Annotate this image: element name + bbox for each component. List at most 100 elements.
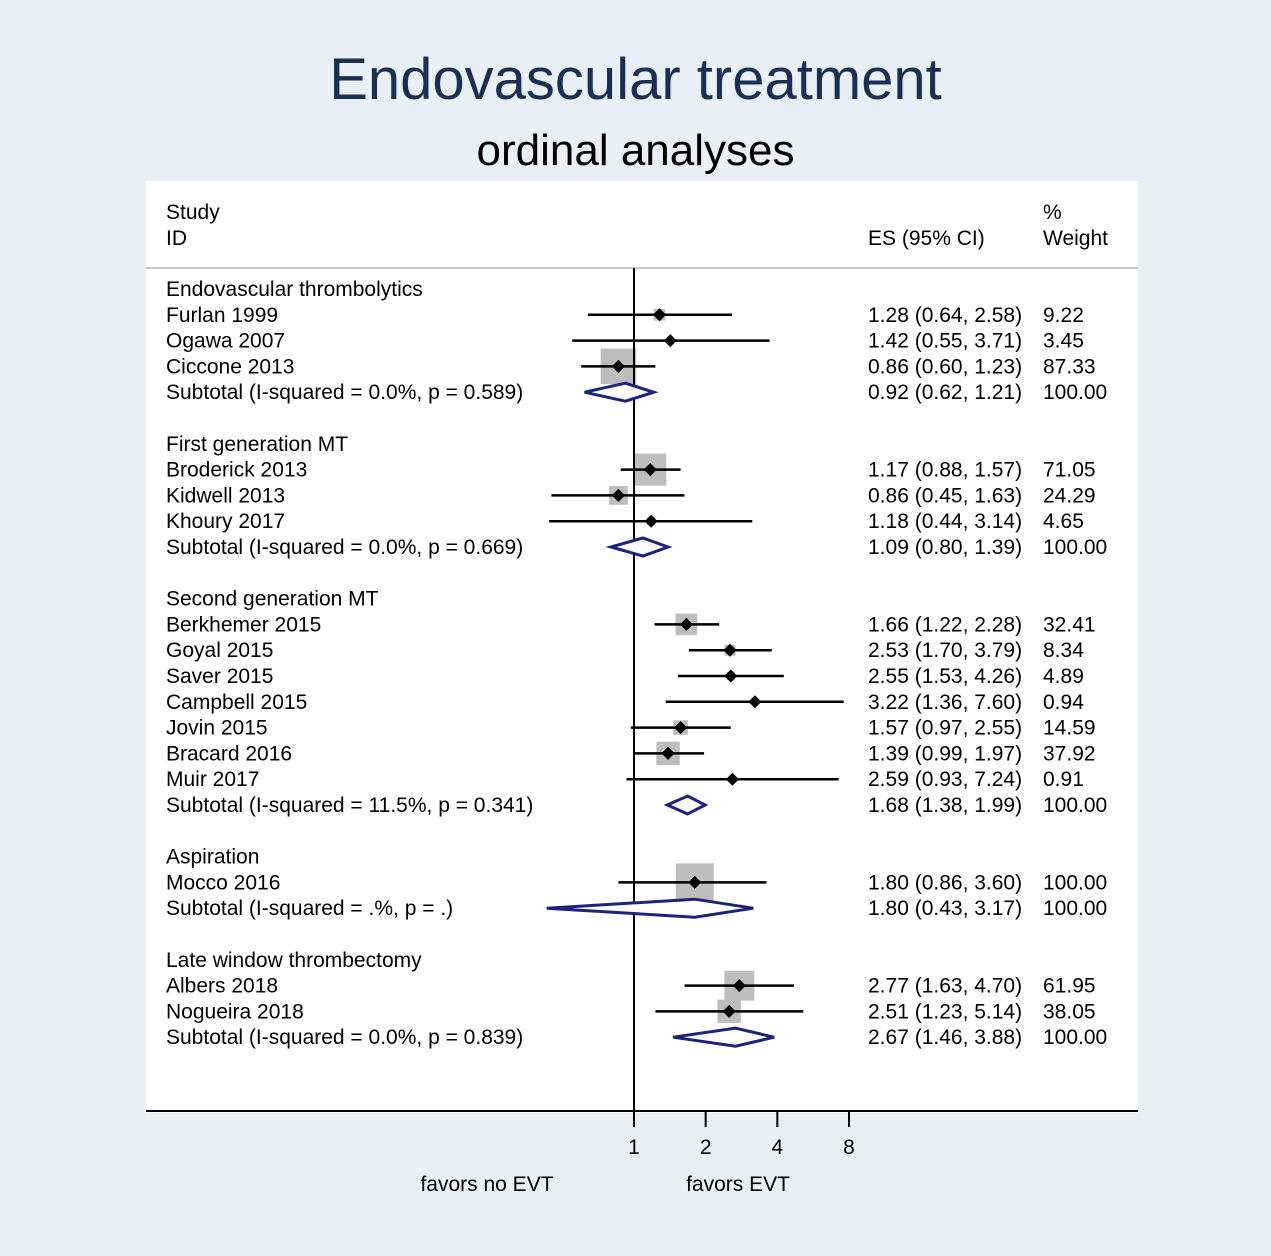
point-estimate [661, 746, 675, 760]
study-es-text: 2.77 (1.63, 4.70) [868, 975, 1022, 998]
subtotal-label: Subtotal (I-squared = .%, p = .) [166, 897, 453, 920]
study-es-text: 2.59 (0.93, 7.24) [868, 768, 1022, 791]
point-estimate [674, 721, 688, 735]
subtotal-label: Subtotal (I-squared = 0.0%, p = 0.839) [166, 1026, 523, 1049]
favors-left-label: favors no EVT [420, 1173, 553, 1196]
subtotal-es-text: 1.80 (0.43, 3.17) [868, 897, 1022, 920]
subtotal-es-text: 2.67 (1.46, 3.88) [868, 1026, 1022, 1049]
study-es-text: 1.80 (0.86, 3.60) [868, 871, 1022, 894]
study-es-text: 2.55 (1.53, 4.26) [868, 665, 1022, 688]
point-estimate [663, 334, 677, 348]
point-estimate [732, 979, 746, 993]
subtotal-label: Subtotal (I-squared = 0.0%, p = 0.589) [166, 381, 523, 404]
group-label: Second generation MT [166, 588, 379, 611]
point-estimate [653, 308, 667, 322]
study-es-text: 1.17 (0.88, 1.57) [868, 459, 1022, 482]
study-label: Albers 2018 [166, 975, 278, 998]
study-weight-text: 14.59 [1043, 717, 1096, 740]
point-estimate [722, 1004, 736, 1018]
subtotal-diamond [672, 1026, 775, 1048]
x-tick-label: 8 [843, 1136, 855, 1159]
study-weight-text: 8.34 [1043, 639, 1084, 662]
study-es-text: 3.22 (1.36, 7.60) [868, 691, 1022, 714]
subtotal-weight-text: 100.00 [1043, 536, 1107, 559]
study-es-text: 2.51 (1.23, 5.14) [868, 1000, 1022, 1023]
study-es-text: 1.28 (0.64, 2.58) [868, 304, 1022, 327]
subtotal-label: Subtotal (I-squared = 0.0%, p = 0.669) [166, 536, 523, 559]
study-weight-text: 3.45 [1043, 330, 1084, 353]
study-label: Goyal 2015 [166, 639, 273, 662]
study-es-text: 0.86 (0.60, 1.23) [868, 355, 1022, 378]
study-weight-text: 37.92 [1043, 742, 1096, 765]
study-es-text: 1.39 (0.99, 1.97) [868, 742, 1022, 765]
subtotal-es-text: 1.68 (1.38, 1.99) [868, 794, 1022, 817]
study-weight-text: 87.33 [1043, 355, 1096, 378]
point-estimate [679, 617, 693, 631]
subtotal-label: Subtotal (I-squared = 11.5%, p = 0.341) [166, 794, 533, 817]
point-estimate [723, 643, 737, 657]
point-estimate [611, 359, 625, 373]
chart-title: Endovascular treatment [329, 47, 942, 112]
point-estimate [611, 488, 625, 502]
subtotal-weight-text: 100.00 [1043, 897, 1107, 920]
subtotal-es-text: 0.92 (0.62, 1.21) [868, 381, 1022, 404]
study-weight-text: 71.05 [1043, 459, 1096, 482]
group-label: Endovascular thrombolytics [166, 278, 423, 301]
plot-panel [146, 181, 1138, 1113]
study-label: Ogawa 2007 [166, 330, 285, 353]
header-es: ES (95% CI) [868, 227, 985, 250]
study-es-text: 1.66 (1.22, 2.28) [868, 613, 1022, 636]
point-estimate [725, 772, 739, 786]
header-weight-pct: % [1043, 201, 1062, 224]
study-es-text: 1.18 (0.44, 3.14) [868, 510, 1022, 533]
study-weight-text: 0.94 [1043, 691, 1084, 714]
point-estimate [748, 695, 762, 709]
study-label: Ciccone 2013 [166, 355, 294, 378]
group-label: Aspiration [166, 846, 259, 869]
study-weight-text: 4.89 [1043, 665, 1084, 688]
study-weight-text: 24.29 [1043, 484, 1096, 507]
subtotal-weight-text: 100.00 [1043, 794, 1107, 817]
point-estimate [643, 463, 657, 477]
study-weight-text: 100.00 [1043, 871, 1107, 894]
header-weight: Weight [1043, 227, 1108, 250]
study-label: Bracard 2016 [166, 742, 292, 765]
study-label: Broderick 2013 [166, 459, 307, 482]
x-tick-label: 1 [628, 1136, 640, 1159]
study-label: Khoury 2017 [166, 510, 285, 533]
study-label: Saver 2015 [166, 665, 273, 688]
study-es-text: 1.57 (0.97, 2.55) [868, 717, 1022, 740]
study-weight-text: 9.22 [1043, 304, 1084, 327]
study-label: Muir 2017 [166, 768, 259, 791]
study-weight-text: 0.91 [1043, 768, 1084, 791]
subtotal-weight-text: 100.00 [1043, 1026, 1107, 1049]
chart-subtitle: ordinal analyses [476, 126, 795, 175]
study-label: Jovin 2015 [166, 717, 268, 740]
x-tick-label: 2 [700, 1136, 712, 1159]
subtotal-diamond [546, 897, 754, 919]
header-study: Study [166, 201, 220, 224]
subtotal-diamond [663, 794, 709, 816]
study-es-text: 0.86 (0.45, 1.63) [868, 484, 1022, 507]
subtotal-weight-text: 100.00 [1043, 381, 1107, 404]
point-estimate [724, 669, 738, 683]
subtotal-diamond [605, 536, 673, 558]
study-es-text: 1.42 (0.55, 3.71) [868, 330, 1022, 353]
study-weight-text: 38.05 [1043, 1000, 1096, 1023]
point-estimate [644, 514, 658, 528]
subtotal-diamond [584, 381, 659, 403]
study-weight-text: 32.41 [1043, 613, 1096, 636]
study-weight-text: 4.65 [1043, 510, 1084, 533]
point-estimate [688, 875, 702, 889]
study-label: Furlan 1999 [166, 304, 278, 327]
study-label: Nogueira 2018 [166, 1000, 304, 1023]
study-label: Mocco 2016 [166, 871, 280, 894]
study-weight-text: 61.95 [1043, 975, 1096, 998]
group-label: Late window thrombectomy [166, 949, 422, 972]
x-tick-label: 4 [771, 1136, 783, 1159]
study-es-text: 2.53 (1.70, 3.79) [868, 639, 1022, 662]
study-label: Kidwell 2013 [166, 484, 285, 507]
study-label: Berkhemer 2015 [166, 613, 321, 636]
study-label: Campbell 2015 [166, 691, 307, 714]
